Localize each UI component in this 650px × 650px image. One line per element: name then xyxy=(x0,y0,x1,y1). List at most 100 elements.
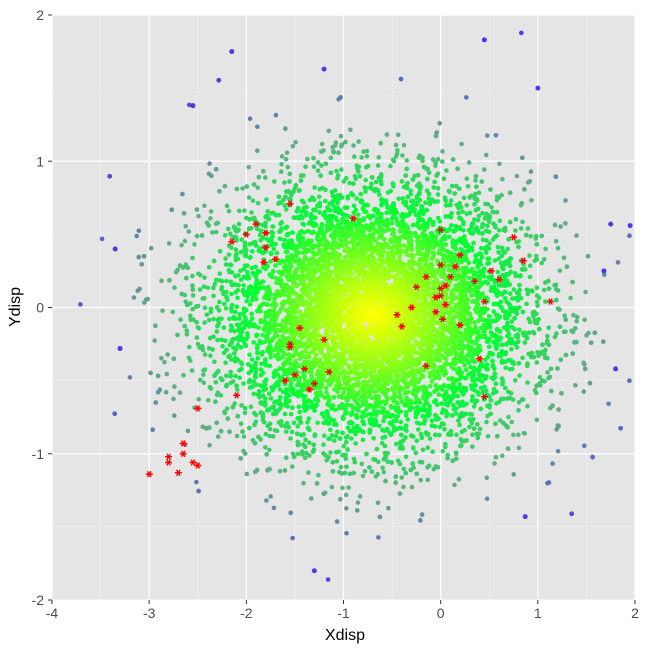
density-point xyxy=(300,235,306,241)
density-point xyxy=(497,161,502,167)
density-point xyxy=(448,428,454,434)
density-point xyxy=(383,454,388,460)
density-point xyxy=(450,458,456,464)
density-point xyxy=(485,413,490,419)
density-point xyxy=(411,445,416,450)
density-point xyxy=(588,340,594,346)
density-point xyxy=(393,142,399,148)
density-point xyxy=(433,432,438,438)
density-point xyxy=(433,464,439,469)
density-point xyxy=(224,289,229,295)
density-point xyxy=(485,433,491,439)
density-point xyxy=(404,236,410,241)
density-point xyxy=(490,358,495,364)
density-point xyxy=(487,241,492,246)
density-point xyxy=(502,296,508,301)
density-point xyxy=(287,171,293,177)
density-point xyxy=(190,283,195,289)
density-point xyxy=(460,399,465,405)
density-point xyxy=(288,411,294,417)
density-point xyxy=(557,268,563,274)
density-point xyxy=(464,176,470,181)
density-point xyxy=(185,265,191,271)
density-point xyxy=(442,362,447,367)
density-point xyxy=(371,456,376,462)
density-point xyxy=(537,375,543,380)
density-point xyxy=(355,423,360,429)
density-point xyxy=(227,429,232,435)
density-point xyxy=(488,398,494,403)
density-point xyxy=(556,407,561,412)
density-point xyxy=(208,309,214,315)
density-point xyxy=(522,340,528,345)
density-point xyxy=(433,163,438,169)
density-point xyxy=(344,464,349,470)
density-point xyxy=(554,287,559,292)
density-point xyxy=(282,180,287,185)
density-point xyxy=(213,229,219,235)
density-point xyxy=(273,241,278,247)
density-point xyxy=(208,306,214,312)
density-point xyxy=(489,375,495,381)
density-point xyxy=(258,238,264,243)
density-point xyxy=(357,174,363,179)
density-point xyxy=(426,196,432,201)
density-point xyxy=(454,183,459,189)
density-point xyxy=(324,409,330,414)
density-point xyxy=(471,426,477,431)
density-point xyxy=(328,155,334,161)
density-point xyxy=(325,577,331,582)
density-point xyxy=(408,188,414,194)
density-point xyxy=(446,268,452,273)
density-point xyxy=(228,231,233,236)
density-point xyxy=(359,155,364,160)
density-point xyxy=(413,212,419,217)
density-point xyxy=(273,263,278,268)
density-point xyxy=(275,372,281,378)
density-point xyxy=(563,317,568,322)
density-point xyxy=(552,334,558,340)
density-point xyxy=(475,422,480,427)
density-point xyxy=(244,247,249,253)
density-point xyxy=(171,396,176,402)
density-point xyxy=(495,244,501,250)
density-point xyxy=(563,198,568,203)
density-point xyxy=(456,418,461,423)
density-point xyxy=(364,164,369,170)
density-point xyxy=(234,304,239,310)
density-point xyxy=(388,163,393,169)
density-point xyxy=(514,173,520,179)
density-point xyxy=(602,272,607,278)
density-point xyxy=(398,224,404,230)
density-point xyxy=(499,253,505,259)
density-point xyxy=(393,154,399,159)
density-point xyxy=(317,210,322,215)
density-point xyxy=(504,396,510,401)
density-point xyxy=(466,372,471,377)
density-point xyxy=(511,287,517,292)
density-point xyxy=(215,220,220,226)
density-point xyxy=(513,228,518,233)
density-point xyxy=(448,198,454,203)
density-point xyxy=(541,287,547,293)
density-point xyxy=(584,333,589,338)
density-point xyxy=(215,390,221,396)
density-point xyxy=(220,343,225,349)
density-point xyxy=(376,423,382,429)
density-point xyxy=(432,199,437,205)
density-point xyxy=(243,317,248,323)
density-point xyxy=(403,470,409,476)
density-point xyxy=(285,164,291,170)
density-point xyxy=(456,205,461,211)
density-point xyxy=(369,175,375,180)
density-point xyxy=(197,287,203,292)
density-point xyxy=(423,200,428,205)
density-point xyxy=(426,191,432,197)
density-point xyxy=(202,320,207,325)
density-point xyxy=(457,186,462,191)
density-point xyxy=(404,166,410,172)
density-point xyxy=(432,413,438,418)
density-point xyxy=(443,401,449,407)
density-point xyxy=(304,450,309,456)
density-point xyxy=(230,336,236,342)
